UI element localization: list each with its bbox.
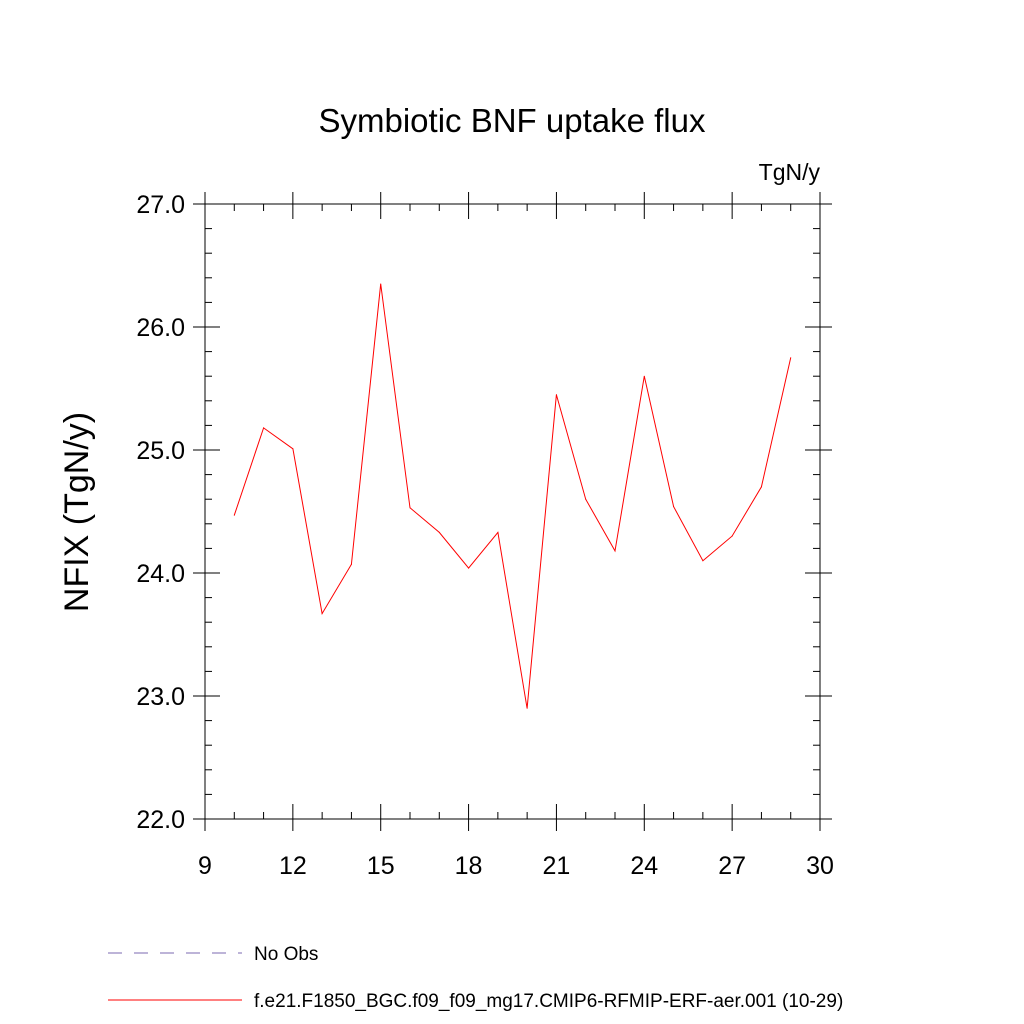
data-point xyxy=(673,506,675,508)
y-axis-label: NFIX (TgN/y) xyxy=(58,412,96,612)
data-point xyxy=(702,560,704,562)
data-point xyxy=(380,283,382,285)
series-layer xyxy=(233,283,792,709)
data-point xyxy=(585,498,587,500)
y-tick-label: 24.0 xyxy=(136,560,185,588)
y-tick-label: 25.0 xyxy=(136,437,185,465)
data-point xyxy=(526,707,528,709)
x-tick-label: 18 xyxy=(455,852,483,880)
legend-label: f.e21.F1850_BGC.f09_f09_mg17.CMIP6-RFMIP… xyxy=(254,991,843,1012)
x-tick-label: 9 xyxy=(198,852,212,880)
legend: No Obs f.e21.F1850_BGC.f09_f09_mg17.CMIP6… xyxy=(108,944,843,1012)
data-point xyxy=(438,531,440,533)
chart-title: Symbiotic BNF uptake flux xyxy=(319,102,706,139)
data-point xyxy=(790,357,792,359)
series-line xyxy=(233,283,792,709)
y-tick-label: 23.0 xyxy=(136,683,185,711)
x-tick-label: 30 xyxy=(806,852,834,880)
plot-frame xyxy=(204,203,821,820)
data-point xyxy=(731,535,733,537)
data-point xyxy=(760,486,762,488)
data-point xyxy=(321,613,323,615)
data-point xyxy=(555,394,557,396)
data-point xyxy=(497,531,499,533)
data-point xyxy=(233,514,235,516)
data-point xyxy=(468,567,470,569)
data-point xyxy=(643,375,645,377)
data-point xyxy=(350,563,352,565)
y-tick-label: 27.0 xyxy=(136,191,185,219)
x-tick-label: 27 xyxy=(718,852,746,880)
y-tick-label: 22.0 xyxy=(136,806,185,834)
axis-ticks: 9 12 15 18 21 24 27 30 22.0 23.0 24.0 25.0 26.0 27.0 xyxy=(136,191,834,880)
x-tick-label: 24 xyxy=(630,852,658,880)
data-point xyxy=(292,448,294,450)
x-tick-label: 21 xyxy=(543,852,571,880)
units-label: TgN/y xyxy=(759,159,821,185)
data-point xyxy=(614,550,616,552)
y-tick-label: 26.0 xyxy=(136,314,185,342)
legend-label: No Obs xyxy=(254,944,318,965)
data-point xyxy=(263,427,265,429)
data-point xyxy=(409,507,411,509)
x-tick-label: 12 xyxy=(279,852,307,880)
x-tick-label: 15 xyxy=(367,852,395,880)
